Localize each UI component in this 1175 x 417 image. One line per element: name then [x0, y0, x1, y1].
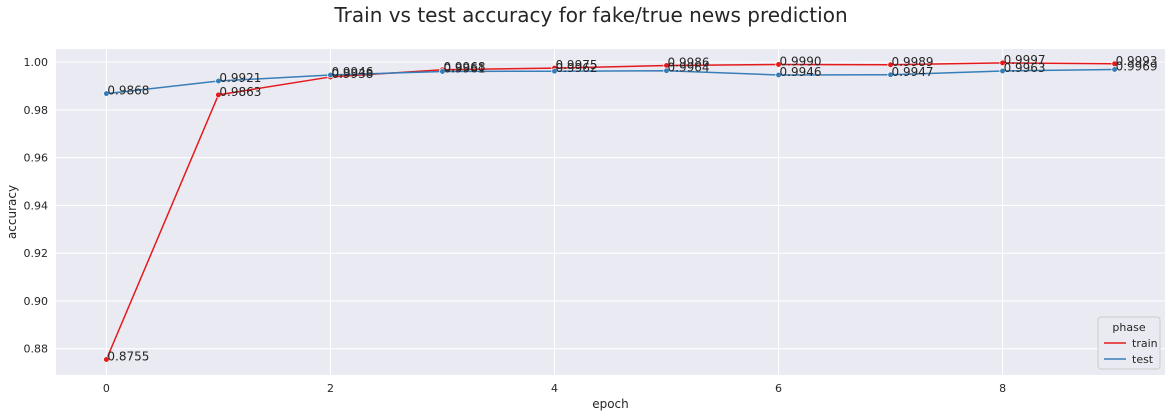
y-tick-label: 0.88 [24, 343, 49, 356]
data-label-test: 0.9868 [107, 84, 149, 98]
data-label-test: 0.9946 [331, 65, 373, 79]
data-label-train: 0.9938 [331, 67, 373, 81]
data-label-train: 0.9993 [1116, 54, 1158, 68]
data-label-test: 0.9946 [780, 65, 822, 79]
y-tick-label: 0.98 [24, 104, 49, 117]
chart-title: Train vs test accuracy for fake/true new… [333, 3, 847, 27]
data-label-test: 0.9964 [668, 61, 710, 75]
series-line-train [105, 62, 1115, 360]
legend-entries: train test [1104, 337, 1158, 366]
legend-label-test: test [1132, 353, 1154, 366]
data-label-test: 0.9961 [443, 61, 485, 75]
y-tick-label: 0.96 [24, 152, 49, 165]
data-label-train: 0.9990 [780, 55, 822, 69]
x-tick-label: 0 [103, 382, 110, 395]
x-tick-label: 8 [999, 382, 1006, 395]
data-point-test [103, 90, 110, 97]
data-label-test: 0.9921 [219, 71, 261, 85]
legend-label-train: train [1132, 337, 1158, 350]
data-label-train: 0.9968 [443, 60, 485, 74]
data-label-train: 0.9986 [668, 55, 710, 69]
legend-title: phase [1112, 321, 1145, 334]
data-label-train: 0.9975 [555, 58, 597, 72]
data-label-test: 0.9963 [1004, 61, 1046, 75]
y-tick-label: 0.94 [24, 199, 49, 212]
data-label-train: 0.9989 [892, 55, 934, 69]
x-axis-label: epoch [592, 397, 629, 411]
series-line-test [106, 68, 1115, 95]
y-tick-label: 0.92 [24, 247, 49, 260]
data-point-train [887, 61, 894, 68]
legend-box [1097, 316, 1161, 370]
data-point-test [999, 67, 1006, 75]
y-tick-label: 0.90 [24, 295, 49, 308]
plot-area [56, 49, 1165, 375]
grid-lines [56, 49, 1165, 375]
data-point-train [999, 59, 1006, 66]
tick-labels: 0.88 0.90 0.92 0.94 0.96 0.98 1.00 0 2 4 6 8 [24, 56, 1007, 395]
data-point-test [439, 68, 446, 75]
series-markers [103, 59, 1118, 363]
data-label-test: 0.9962 [555, 61, 597, 75]
data-label-train: 0.9997 [1004, 53, 1046, 67]
data-point-test [663, 67, 670, 74]
data-point-train [103, 356, 110, 363]
data-point-test [1111, 66, 1118, 73]
data-point-train [215, 91, 222, 98]
series-lines [105, 62, 1115, 360]
y-tick-label: 1.00 [24, 56, 49, 69]
legend: phase train test [1097, 316, 1161, 370]
data-point-test [775, 71, 782, 79]
x-tick-label: 4 [551, 382, 558, 395]
data-label-test: 0.9969 [1116, 60, 1158, 74]
data-point-test [215, 77, 222, 85]
data-label-train: 0.8755 [107, 349, 149, 363]
data-point-test [327, 71, 334, 79]
data-point-test [887, 71, 894, 78]
x-tick-label: 6 [775, 382, 782, 395]
data-point-train [775, 61, 782, 68]
x-tick-label: 2 [327, 382, 334, 395]
data-label-train: 0.9863 [219, 85, 261, 99]
data-label-test: 0.9947 [892, 65, 934, 79]
y-axis-label: accuracy [5, 185, 19, 239]
data-point-test [551, 68, 558, 75]
